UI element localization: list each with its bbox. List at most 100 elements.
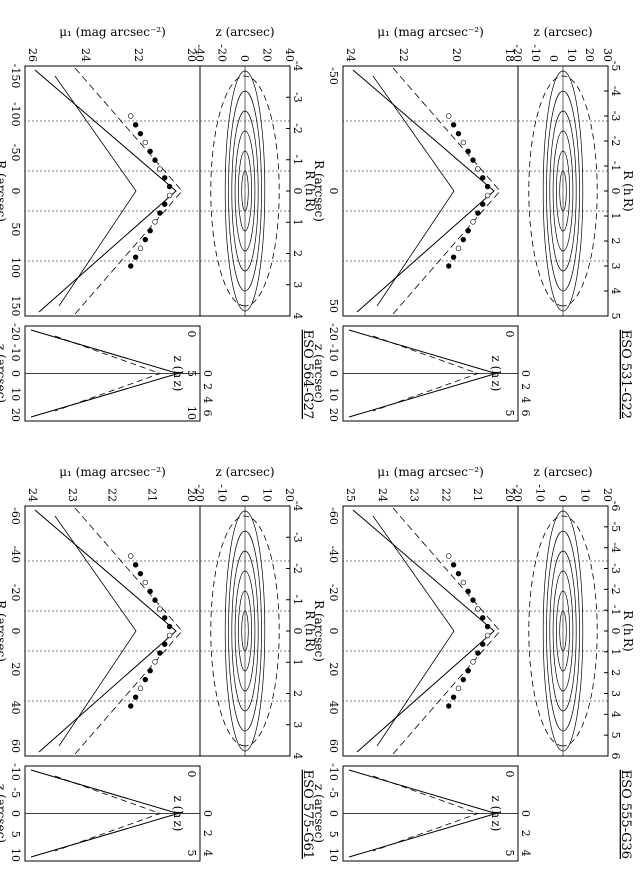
contour-ytick: 0 xyxy=(238,55,251,62)
profile-point xyxy=(475,650,481,656)
vert-profile xyxy=(348,769,498,858)
profile-point xyxy=(142,579,149,586)
top-tick: 2 xyxy=(609,238,622,245)
profile-point xyxy=(455,130,462,137)
top-tick: -4 xyxy=(291,501,304,512)
top-tick: -2 xyxy=(291,123,304,134)
vert-top-tick: 5 xyxy=(503,410,516,417)
profile-point xyxy=(162,641,168,647)
profile-offplane xyxy=(54,75,137,307)
vert-bottom-tick: 0 xyxy=(327,810,340,817)
vert-mid-tick: 2 xyxy=(519,383,532,390)
contour-ytick: 0 xyxy=(556,495,569,502)
profile-point xyxy=(450,562,457,568)
vert-mid-tick: 0 xyxy=(201,370,214,377)
bottom-tick: -40 xyxy=(327,545,340,563)
vert-top-tick: 5 xyxy=(185,850,198,857)
profile-ytick: 18 xyxy=(503,48,516,62)
profile-point xyxy=(147,668,153,674)
profile-ytick: 24 xyxy=(344,48,357,62)
profile-point xyxy=(128,113,134,119)
vert-bottom-tick: 10 xyxy=(9,387,22,401)
top-axis-label: R (h R) xyxy=(621,610,635,651)
profile-frame xyxy=(342,65,519,317)
contour-ytick: 10 xyxy=(261,488,274,502)
bottom-tick: 50 xyxy=(327,299,340,313)
vert-bottom-tick: 0 xyxy=(9,810,22,817)
profile-point xyxy=(470,157,476,163)
profile-point xyxy=(480,175,486,181)
profile-ytick: 22 xyxy=(397,48,410,62)
contour-ytick: 20 xyxy=(601,488,614,502)
profile-ytick: 21 xyxy=(471,488,484,502)
profile-point xyxy=(484,623,491,630)
bottom-axis-label: R (arcsec) xyxy=(312,160,326,222)
profile-point xyxy=(475,210,481,216)
profile-point xyxy=(157,210,163,216)
profile-frame xyxy=(24,65,201,317)
profile-point xyxy=(480,641,486,647)
vert-bottom-tick: -20 xyxy=(9,323,22,341)
contour-ytick: 20 xyxy=(283,488,296,502)
profile-ytick: 26 xyxy=(26,48,39,62)
vert-bottom-tick: 0 xyxy=(327,370,340,377)
profile-point xyxy=(128,553,134,559)
vert-profile xyxy=(348,329,498,418)
profile-model xyxy=(392,67,501,315)
profile-point xyxy=(166,623,173,630)
top-tick: 6 xyxy=(609,753,622,760)
top-tick: 4 xyxy=(609,288,622,295)
top-tick: 1 xyxy=(291,219,304,226)
vert-bottom-label: z (arcsec) xyxy=(312,344,326,403)
top-tick: 3 xyxy=(609,263,622,270)
top-tick: -3 xyxy=(609,563,622,574)
vert-bottom-tick: 10 xyxy=(327,387,340,401)
profile-point xyxy=(460,139,467,146)
profile-frame xyxy=(24,505,201,757)
vert-mid-tick: 4 xyxy=(201,850,214,857)
contour-ytick: -20 xyxy=(511,44,524,62)
profile-point xyxy=(450,694,457,700)
profile-offplane xyxy=(372,515,455,747)
bottom-tick: -50 xyxy=(9,144,22,162)
panel-title: ESO 575-G61 xyxy=(300,770,315,859)
bottom-tick: 0 xyxy=(327,188,340,195)
top-tick: -5 xyxy=(609,61,622,72)
vert-bottom-tick: -10 xyxy=(327,763,340,781)
vert-top-tick: 0 xyxy=(503,771,516,778)
top-tick: -3 xyxy=(291,532,304,543)
top-tick: -3 xyxy=(291,92,304,103)
top-tick: -1 xyxy=(291,594,304,605)
contour-ylabel: z (arcsec) xyxy=(533,25,592,39)
vert-top-tick: 0 xyxy=(503,331,516,338)
bottom-tick: 0 xyxy=(327,628,340,635)
profile-point xyxy=(446,113,452,119)
contour-ytick: -10 xyxy=(216,484,229,502)
vert-bottom-tick: 5 xyxy=(327,831,340,838)
bottom-tick: -60 xyxy=(9,507,22,525)
profile-point xyxy=(465,588,471,594)
profile-frame xyxy=(342,505,519,757)
profile-point xyxy=(157,606,163,612)
profile-point xyxy=(460,579,467,586)
profile-point xyxy=(162,175,168,181)
profile-point xyxy=(152,157,158,163)
top-tick: 1 xyxy=(609,648,622,655)
bottom-tick: 20 xyxy=(327,662,340,676)
vert-bottom-tick: -10 xyxy=(327,344,340,362)
profile-point xyxy=(137,685,144,692)
profile-ylabel: μ₁ (mag arcsec⁻²) xyxy=(377,465,484,479)
top-tick: 0 xyxy=(609,628,622,635)
profile-midplane xyxy=(34,69,177,313)
top-tick: 3 xyxy=(291,721,304,728)
profile-ytick: 20 xyxy=(185,48,198,62)
profile-point xyxy=(132,254,139,260)
profile-point xyxy=(465,148,471,154)
bottom-tick: 0 xyxy=(9,188,22,195)
contour-ylabel: z (arcsec) xyxy=(215,25,274,39)
profile-point xyxy=(450,122,457,128)
profile-ytick: 22 xyxy=(106,488,119,502)
profile-point xyxy=(446,263,452,269)
